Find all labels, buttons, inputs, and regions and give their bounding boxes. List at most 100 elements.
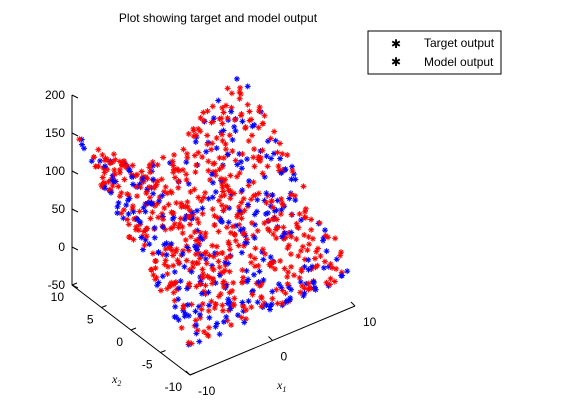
target-point xyxy=(224,183,231,190)
target-point xyxy=(288,263,295,270)
target-point xyxy=(248,196,255,203)
target-point xyxy=(204,141,211,148)
target-point xyxy=(147,169,154,176)
model-point xyxy=(177,278,184,285)
target-point xyxy=(110,151,117,158)
target-point xyxy=(295,224,302,231)
target-point xyxy=(182,236,189,243)
model-point xyxy=(264,138,271,145)
target-point xyxy=(164,263,171,270)
target-point xyxy=(241,230,248,237)
model-point xyxy=(250,271,257,278)
target-point xyxy=(164,270,171,277)
model-point xyxy=(196,338,203,345)
x2-tick-mark xyxy=(101,305,107,308)
target-point xyxy=(252,192,259,199)
target-point xyxy=(269,295,276,302)
target-point xyxy=(219,163,226,170)
z-tick-mark xyxy=(71,94,79,99)
target-point xyxy=(238,215,245,222)
model-point xyxy=(179,250,186,257)
target-point xyxy=(197,281,204,288)
target-point xyxy=(312,264,319,271)
model-point xyxy=(278,284,285,291)
target-point xyxy=(231,231,238,238)
target-point xyxy=(213,243,220,250)
target-point xyxy=(238,279,245,286)
target-point xyxy=(211,305,218,312)
target-point xyxy=(227,187,234,194)
target-point xyxy=(190,127,197,134)
model-point xyxy=(192,308,199,315)
target-point xyxy=(136,208,143,215)
model-point xyxy=(228,108,235,115)
model-point xyxy=(114,209,121,216)
target-point xyxy=(206,252,213,259)
target-point xyxy=(195,194,202,201)
model-point xyxy=(227,305,234,312)
target-point xyxy=(200,271,207,278)
target-point xyxy=(133,171,140,178)
target-point xyxy=(321,258,328,265)
target-point xyxy=(331,278,338,285)
target-point xyxy=(332,235,339,242)
target-point xyxy=(322,232,329,239)
model-point xyxy=(275,281,282,288)
target-point xyxy=(212,168,219,175)
target-point xyxy=(259,147,266,154)
target-point xyxy=(229,223,236,230)
model-point xyxy=(254,196,261,203)
target-point xyxy=(208,119,215,126)
model-point xyxy=(267,254,274,261)
target-point xyxy=(288,191,295,198)
model-point xyxy=(263,153,270,160)
target-point xyxy=(228,90,235,97)
target-point xyxy=(299,243,306,250)
model-point xyxy=(183,159,190,166)
target-point xyxy=(226,246,233,253)
target-point xyxy=(118,210,125,217)
model-point xyxy=(311,284,318,291)
z-tick-mark xyxy=(71,246,79,251)
target-point xyxy=(284,273,291,280)
target-point xyxy=(273,286,280,293)
target-point xyxy=(219,137,226,144)
target-point xyxy=(160,154,167,161)
target-point xyxy=(194,327,201,334)
target-point xyxy=(209,140,216,147)
model-point xyxy=(272,137,279,144)
target-point xyxy=(146,184,153,191)
target-point xyxy=(305,280,312,287)
target-point xyxy=(226,253,233,260)
target-point xyxy=(193,283,200,290)
model-point xyxy=(163,240,170,247)
model-point xyxy=(260,256,267,263)
target-point xyxy=(218,175,225,182)
target-point xyxy=(112,171,119,178)
target-point xyxy=(220,109,227,116)
target-point xyxy=(205,307,212,314)
target-point xyxy=(203,249,210,256)
model-point xyxy=(97,157,104,164)
target-point xyxy=(99,151,106,158)
model-point xyxy=(123,202,130,209)
target-point xyxy=(248,219,255,226)
target-point xyxy=(229,148,236,155)
model-point xyxy=(269,288,276,295)
model-point xyxy=(129,181,136,188)
model-point xyxy=(139,175,146,182)
target-point xyxy=(300,183,307,190)
target-point xyxy=(304,247,311,254)
target-point xyxy=(236,170,243,177)
target-point xyxy=(90,154,97,161)
target-point xyxy=(262,250,269,257)
target-point xyxy=(203,260,210,267)
target-point xyxy=(238,199,245,206)
target-point xyxy=(185,339,192,346)
target-point xyxy=(157,287,164,294)
target-point xyxy=(219,120,226,127)
model-point xyxy=(191,243,198,250)
model-point xyxy=(194,207,201,214)
target-point xyxy=(149,250,156,257)
